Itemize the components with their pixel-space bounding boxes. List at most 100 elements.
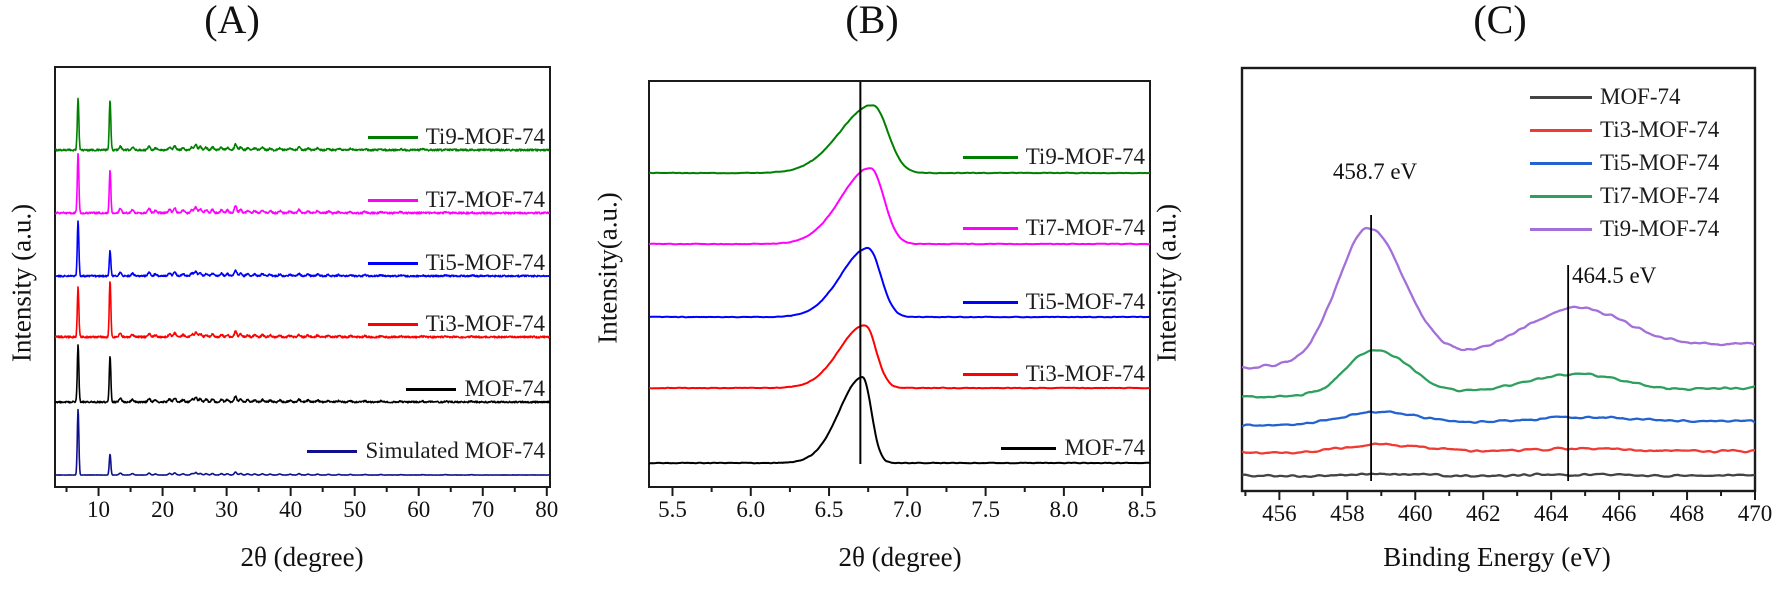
x-tick-label: 80 [535, 497, 558, 522]
legend-line-icon [962, 226, 1018, 230]
x-tick-label: 456 [1262, 501, 1297, 526]
panel-A-series [55, 97, 550, 476]
legend-label: Ti5-MOF-74 [425, 250, 545, 275]
legend-item-a-ti9: Ti9-MOF-74 [367, 124, 545, 150]
x-tick-label: 50 [343, 497, 366, 522]
legend-item-a-ti5: Ti5-MOF-74 [367, 250, 545, 276]
x-tick-label: 30 [215, 497, 238, 522]
legend-line-icon [1530, 95, 1592, 99]
x-tick-label: 20 [151, 497, 174, 522]
legend-item-c-mof74: MOF-74 [1530, 84, 1681, 110]
legend-line-icon [367, 198, 418, 202]
legend-label: Ti3-MOF-74 [425, 311, 545, 336]
legend-line-icon [367, 261, 418, 265]
series-Ti5-MOF-74 [1242, 410, 1755, 428]
x-tick-label: 464 [1534, 501, 1569, 526]
legend-line-icon [307, 449, 358, 453]
annotation-464-5-ev: 464.5 eV [1572, 263, 1657, 288]
x-tick-label: 70 [471, 497, 494, 522]
legend-item-b-ti7: Ti7-MOF-74 [962, 215, 1145, 241]
series-Simulated MOF-74 [55, 408, 550, 476]
series-MOF-74 [55, 344, 550, 404]
series-Ti3-MOF-74 [55, 281, 550, 339]
legend-label: Ti9-MOF-74 [1025, 144, 1145, 169]
series-Ti7-MOF-74 [1242, 349, 1755, 399]
legend-label: Simulated MOF-74 [365, 438, 545, 463]
legend-line-icon [962, 155, 1018, 159]
legend-label: Ti5-MOF-74 [1600, 150, 1720, 175]
panel-B-series [649, 104, 1150, 465]
legend-label: Ti9-MOF-74 [1600, 216, 1720, 241]
legend-item-c-ti3: Ti3-MOF-74 [1530, 117, 1719, 143]
legend-item-b-ti9: Ti9-MOF-74 [962, 144, 1145, 170]
legend-label: Ti3-MOF-74 [1025, 361, 1145, 386]
legend-line-icon [406, 387, 457, 391]
legend-label: MOF-74 [1600, 84, 1681, 109]
x-tick-label: 466 [1602, 501, 1637, 526]
series-Ti3-MOF-74 [649, 324, 1150, 390]
legend-line-icon [962, 372, 1018, 376]
legend-item-a-mof74: MOF-74 [406, 376, 545, 402]
x-tick-label: 462 [1466, 501, 1501, 526]
x-tick-label: 6.5 [815, 497, 844, 522]
x-tick-label: 458 [1330, 501, 1365, 526]
panel-C-frame [1240, 66, 1757, 493]
legend-label: Ti9-MOF-74 [425, 124, 545, 149]
x-tick-label: 7.0 [893, 497, 922, 522]
legend-item-a-ti3: Ti3-MOF-74 [367, 311, 545, 337]
legend-line-icon [962, 300, 1018, 304]
panel-a-yaxis-label: Intensity (a.u.) [6, 203, 37, 363]
series-Ti7-MOF-74 [649, 167, 1150, 246]
legend-line-icon [1001, 446, 1057, 450]
panel-c-yaxis-label: Intensity (a.u.) [1151, 203, 1182, 363]
panel-a-title: (A) [204, 0, 260, 42]
x-tick-label: 470 [1738, 501, 1773, 526]
panel-b-title: (B) [845, 0, 899, 42]
x-tick-label: 60 [407, 497, 430, 522]
legend-label: Ti7-MOF-74 [425, 187, 545, 212]
panel-c-title: (C) [1473, 0, 1527, 42]
legend-label: Ti7-MOF-74 [1025, 215, 1145, 240]
legend-item-b-ti5: Ti5-MOF-74 [962, 289, 1145, 315]
panel-A-frame [54, 66, 551, 488]
panel-a-xaxis-label: 2θ (degree) [240, 542, 364, 572]
x-tick-label: 5.5 [658, 497, 687, 522]
legend-line-icon [367, 322, 418, 326]
legend-item-b-ti3: Ti3-MOF-74 [962, 361, 1145, 387]
series-Ti9-MOF-74 [649, 104, 1150, 175]
series-MOF-74 [1242, 472, 1755, 479]
series-MOF-74 [649, 376, 1150, 465]
legend-item-c-ti5: Ti5-MOF-74 [1530, 150, 1719, 176]
panel-C-series [1242, 226, 1755, 479]
legend-label: Ti7-MOF-74 [1600, 183, 1720, 208]
legend-item-a-ti7: Ti7-MOF-74 [367, 187, 545, 213]
legend-item-c-ti7: Ti7-MOF-74 [1530, 183, 1719, 209]
series-Ti3-MOF-74 [1242, 442, 1755, 455]
legend-line-icon [367, 135, 418, 139]
x-tick-label: 6.0 [736, 497, 765, 522]
x-tick-label: 460 [1398, 501, 1433, 526]
legend-label: MOF-74 [1064, 435, 1145, 460]
x-tick-label: 10 [87, 497, 110, 522]
legend-line-icon [1530, 128, 1592, 132]
series-Ti5-MOF-74 [55, 220, 550, 278]
series-Ti9-MOF-74 [1242, 226, 1755, 370]
legend-line-icon [1530, 194, 1592, 198]
series-Ti7-MOF-74 [55, 152, 550, 215]
legend-item-b-mof74: MOF-74 [1001, 435, 1145, 461]
series-Ti5-MOF-74 [649, 246, 1150, 319]
panel-c-xaxis-label: Binding Energy (eV) [1383, 542, 1611, 572]
x-tick-label: 8.0 [1050, 497, 1079, 522]
legend-label: Ti3-MOF-74 [1600, 117, 1720, 142]
legend-item-c-ti9: Ti9-MOF-74 [1530, 216, 1719, 242]
legend-line-icon [1530, 227, 1592, 231]
legend-label: Ti5-MOF-74 [1025, 289, 1145, 314]
annotation-458-7-ev: 458.7 eV [1332, 159, 1418, 184]
x-tick-label: 468 [1670, 501, 1705, 526]
panel-B-frame [648, 80, 1151, 488]
x-tick-label: 7.5 [971, 497, 1000, 522]
legend-label: MOF-74 [464, 376, 545, 401]
panel-b-yaxis-label: Intensity(a.u.) [592, 192, 623, 344]
